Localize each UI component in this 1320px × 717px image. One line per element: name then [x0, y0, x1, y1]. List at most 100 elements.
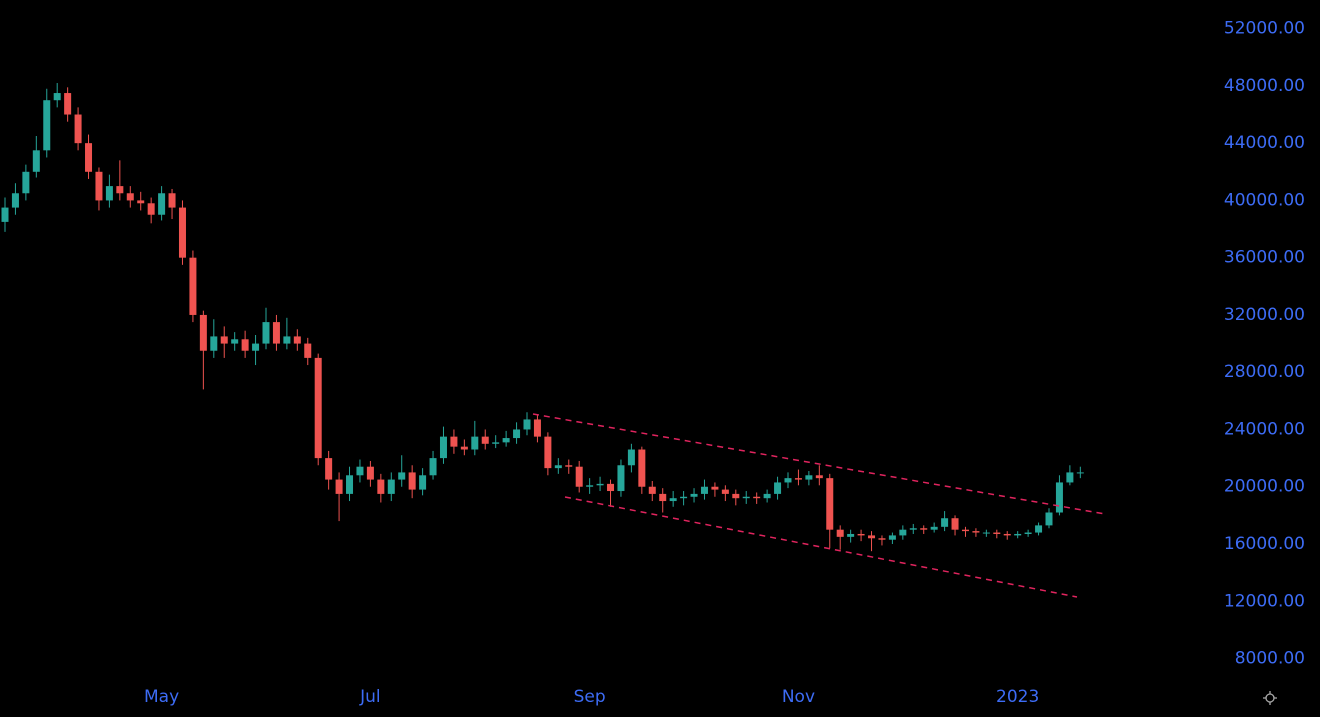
candle-body [314, 357, 322, 459]
candle-body [575, 466, 583, 487]
x-tick-label: Sep [574, 687, 606, 707]
x-tick-label: Nov [782, 687, 815, 707]
candle-body [272, 322, 280, 344]
candle-body [993, 532, 1001, 534]
candle-body [659, 493, 667, 502]
candle-body [826, 478, 834, 530]
candle-body [492, 442, 500, 444]
candle-body [460, 446, 468, 450]
candle-body [178, 207, 186, 258]
candle-body [669, 498, 677, 502]
upper-trendline [532, 413, 1106, 515]
candle-body [857, 533, 865, 536]
candle-body [252, 343, 260, 351]
x-tick-label: Jul [359, 687, 381, 707]
candle-body [533, 419, 541, 437]
candle-body [387, 479, 395, 494]
candle-body [95, 171, 103, 201]
candle-body [774, 482, 782, 494]
candle-body [690, 493, 698, 497]
candle-body [711, 486, 719, 490]
candle-body [22, 171, 30, 194]
x-tick-label: May [144, 687, 179, 707]
candle-body [930, 526, 938, 530]
candle-body [888, 535, 896, 540]
candle-body [972, 531, 980, 533]
candle-body [366, 466, 374, 480]
candle-body [74, 114, 82, 144]
candle-body [429, 458, 437, 476]
candle-body [523, 419, 531, 430]
y-tick-label: 32000.00 [1224, 305, 1305, 325]
candle-body [596, 483, 604, 486]
candle-body [868, 535, 876, 539]
candle-body [784, 478, 792, 483]
candle-body [293, 336, 301, 344]
candle-body [64, 93, 72, 115]
candle-body [147, 203, 155, 215]
candle-body [199, 314, 207, 351]
y-tick-label: 52000.00 [1224, 19, 1305, 39]
candle-body [220, 336, 228, 344]
candle-body [753, 496, 761, 499]
candle-body [742, 496, 750, 499]
candle-body [304, 343, 312, 358]
candle-body [210, 336, 218, 351]
candle-body [909, 528, 917, 530]
candle-body [565, 465, 573, 467]
candle-body [346, 475, 354, 494]
candle-body [899, 529, 907, 536]
candle-body [481, 436, 489, 444]
candle-body [241, 339, 249, 351]
candle-body [815, 475, 823, 479]
settings-icon[interactable] [1263, 691, 1277, 705]
candle-body [85, 143, 93, 172]
candle-body [105, 186, 113, 201]
candle-body [732, 493, 740, 499]
candle-body [1066, 472, 1074, 483]
candle-body [1, 207, 9, 222]
candle-body [1076, 472, 1084, 474]
candle-body [805, 475, 813, 480]
candle-body [53, 93, 61, 101]
y-tick-label: 24000.00 [1224, 419, 1305, 439]
settings-icon-ring[interactable] [1265, 693, 1275, 703]
y-tick-label: 20000.00 [1224, 477, 1305, 497]
candle-body [961, 529, 969, 532]
candle-body [836, 529, 844, 537]
y-tick-label: 16000.00 [1224, 534, 1305, 554]
candle-body [116, 186, 124, 194]
candle-body [377, 479, 385, 494]
candle-body [638, 449, 646, 487]
lower-trendline [564, 496, 1078, 598]
candle-body [283, 336, 291, 344]
y-tick-label: 12000.00 [1224, 591, 1305, 611]
candles [1, 83, 1084, 552]
channel-lines [532, 413, 1106, 598]
candle-body [325, 458, 333, 480]
candle-body [607, 483, 615, 492]
candle-body [847, 533, 855, 537]
candle-body [398, 472, 406, 480]
candle-body [32, 150, 40, 172]
candle-body [158, 193, 166, 215]
candle-body [951, 518, 959, 530]
y-tick-label: 36000.00 [1224, 248, 1305, 268]
candle-body [878, 538, 886, 540]
candle-body [794, 478, 802, 480]
candle-body [137, 200, 145, 204]
candle-body [189, 257, 197, 315]
candle-body [419, 475, 427, 490]
y-tick-label: 8000.00 [1235, 649, 1305, 669]
settings-icon-spokes[interactable] [1263, 691, 1277, 705]
candle-body [231, 339, 239, 344]
candle-body [262, 322, 270, 344]
candle-body [1035, 525, 1043, 533]
candle-body [126, 193, 134, 201]
x-tick-label: 2023 [996, 687, 1039, 707]
candle-body [1055, 482, 1063, 513]
candle-body [439, 436, 447, 459]
candle-body [763, 493, 771, 499]
candle-body [544, 436, 552, 469]
